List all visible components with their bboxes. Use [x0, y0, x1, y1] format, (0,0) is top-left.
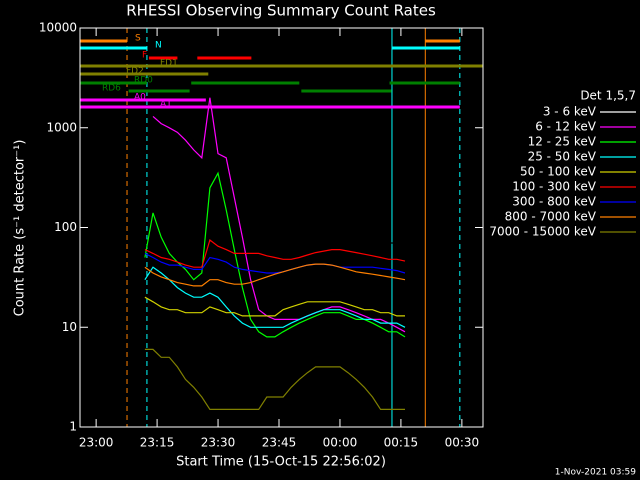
flag-label: RD0 [134, 76, 153, 86]
legend-label: 300 - 800 keV [512, 195, 596, 209]
series-line [144, 238, 406, 268]
legend-label: 6 - 12 keV [535, 120, 597, 134]
plot-frame [79, 27, 484, 428]
flag-label: N [155, 41, 162, 51]
x-tick-label: 23:00 [79, 436, 114, 450]
y-tick-label: 1000 [46, 120, 77, 134]
y-tick-label: 100 [54, 220, 77, 234]
series-line [152, 97, 406, 333]
x-tick-label: 00:00 [323, 436, 358, 450]
series-line [144, 348, 405, 410]
flag-label: A0 [134, 93, 146, 103]
series-line [144, 266, 406, 328]
x-tick-label: 23:15 [140, 436, 175, 450]
series-line [144, 296, 405, 317]
legend-label: 50 - 100 keV [520, 165, 597, 179]
footer: 1-Nov-2021 03:59 [555, 468, 637, 478]
legend-label: 3 - 6 keV [543, 105, 597, 119]
chart-title: RHESSI Observing Summary Count Rates [126, 2, 436, 20]
flag-label: FD1 [160, 59, 178, 69]
legend-label: 25 - 50 keV [528, 150, 597, 164]
series-line [144, 171, 406, 338]
legend-label: 12 - 25 keV [528, 135, 597, 149]
x-axis-label: Start Time (15-Oct-15 22:56:02) [176, 455, 386, 470]
legend-label: 7000 - 15000 keV [489, 225, 596, 239]
legend-label: 100 - 300 keV [512, 180, 596, 194]
legend-label: 800 - 7000 keV [505, 210, 597, 224]
x-tick-label: 00:30 [445, 436, 480, 450]
y-axis-label: Count Rate (s⁻¹ detector⁻¹) [13, 140, 28, 317]
y-tick-label: 1 [69, 420, 77, 434]
y-tick-label: 10000 [39, 21, 77, 35]
x-tick-label: 23:30 [201, 436, 236, 450]
x-tick-label: 00:15 [384, 436, 419, 450]
series-line [144, 215, 405, 249]
flag-label: RD6 [102, 84, 121, 94]
legend-title: Det 1,5,7 [580, 89, 636, 103]
flag-label: F [142, 51, 147, 61]
y-tick-label: 10 [62, 320, 77, 334]
flag-label: FD2 [126, 67, 144, 77]
series-line [144, 252, 406, 274]
flag-label: S [135, 34, 141, 44]
series-line [144, 263, 406, 287]
x-tick-label: 23:45 [262, 436, 297, 450]
flag-label: A1 [160, 100, 172, 110]
